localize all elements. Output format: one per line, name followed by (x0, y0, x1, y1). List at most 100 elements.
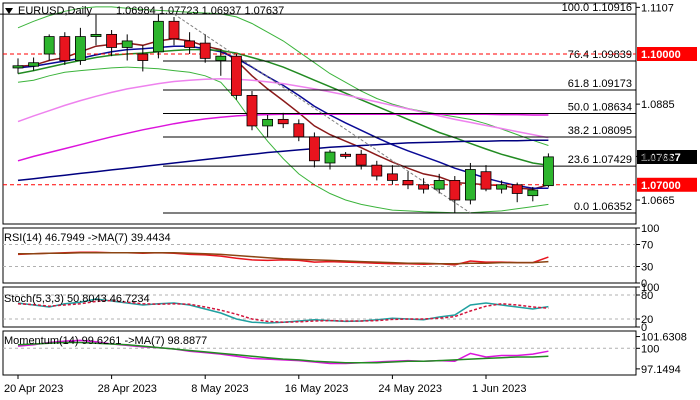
candle-body (184, 40, 196, 48)
candle-body (496, 184, 508, 190)
candle-body (293, 123, 305, 138)
candle-body (511, 184, 523, 194)
candle (59, 32, 71, 65)
candle-body (402, 180, 414, 186)
price-level-tag: 1.10000 (637, 47, 697, 61)
candle (355, 149, 367, 170)
overlay-bb_upper (17, 6, 549, 146)
candle (527, 186, 539, 202)
fib-level-label: 38.2 1.08095 (568, 125, 632, 137)
candle (511, 182, 523, 203)
stoch-series-line (17, 299, 549, 323)
x-tick-label: 28 Apr 2023 (98, 383, 157, 395)
mom-y-tick-label: 97.1494 (641, 364, 681, 376)
candle-body (43, 36, 55, 55)
candle-body (90, 33, 102, 37)
candle (480, 165, 492, 192)
mom-y-tick-label: 100 (641, 343, 659, 355)
overlay-ma_slow (17, 48, 549, 166)
candle-body (449, 180, 461, 201)
stoch-y-tick-label: 80 (641, 290, 653, 302)
candle-body (28, 62, 40, 67)
price-tag-bg (637, 177, 697, 192)
x-tick-label: 1 Jun 2023 (472, 383, 526, 395)
stoch-y-tick-label: 20 (641, 314, 653, 326)
ohlc-label: 1.06984 1.07723 1.06937 1.07637 (116, 5, 284, 17)
fib-level-label: 100.0 1.10916 (562, 2, 632, 14)
candle (277, 112, 289, 129)
candle (215, 49, 227, 76)
x-tick-label: 8 May 2023 (191, 383, 248, 395)
candle-body (106, 33, 117, 48)
candle (324, 149, 336, 170)
rsi-y-tick-label: 30 (641, 262, 653, 274)
candle (137, 45, 149, 72)
candle (246, 91, 258, 131)
candle-body (527, 189, 539, 197)
mom-series-line (17, 341, 549, 364)
candle-body (137, 53, 149, 61)
x-tick-label: 20 Apr 2023 (4, 383, 63, 395)
candle (371, 160, 383, 181)
mom-pane-frame (2, 330, 637, 376)
y-tick-label: 1.0885 (641, 99, 675, 111)
candle (496, 180, 508, 194)
candle-body (464, 169, 476, 201)
price-level-tag: 1.07000 (637, 177, 697, 192)
candle (293, 119, 305, 142)
candle-body (262, 118, 274, 127)
stoch-pane-frame (2, 286, 637, 328)
candle (543, 153, 554, 188)
candle-body (308, 136, 320, 162)
candle (168, 16, 180, 46)
overlay-ma_dark (17, 139, 549, 182)
candle (90, 14, 102, 46)
candle-body (12, 65, 24, 69)
rsi-pane-frame (2, 227, 637, 284)
candle-body (59, 36, 71, 61)
price-tag-label: 1.07000 (641, 180, 681, 192)
y-tick-label: 1.0765 (641, 151, 675, 163)
candle (230, 54, 242, 100)
candle-body (121, 40, 133, 48)
candle (184, 32, 196, 54)
candle (464, 162, 476, 205)
fib-level-label: 23.6 1.07429 (568, 154, 632, 166)
overlay-ma_mid (17, 45, 549, 190)
fib-level-label: 0.0 1.06352 (574, 201, 632, 213)
mom-y-tick-label: 101.6308 (641, 332, 687, 344)
candle-body (277, 118, 289, 125)
candle-body (418, 184, 430, 190)
price-tag-bg (637, 47, 697, 61)
price-tag-label: 1.07637 (641, 152, 681, 164)
candle-body (199, 42, 211, 59)
candle (449, 176, 461, 214)
candle (152, 13, 164, 59)
candle-body (230, 55, 242, 96)
rsi-y-tick-label: 100 (641, 223, 659, 235)
candle (433, 173, 445, 194)
candle-body (355, 153, 367, 166)
x-tick-label: 16 May 2023 (285, 383, 349, 395)
candle (308, 132, 320, 168)
candle-body (386, 173, 398, 181)
rsi-title: RSI(14) 46.7949 ->MA(7) 39.4434 (4, 232, 171, 244)
collapse-arrow-icon[interactable] (5, 8, 13, 14)
x-tick-label: 24 May 2023 (378, 383, 442, 395)
candle (262, 115, 274, 137)
stoch-y-tick-label: 0 (641, 322, 647, 334)
symbol-label: EURUSD,Daily (18, 5, 92, 17)
fib-trendline (173, 13, 471, 214)
candle-body (168, 20, 180, 40)
stoch-y-tick-label: 100 (641, 282, 659, 294)
rsi-series-line (18, 252, 549, 265)
candle (28, 57, 40, 71)
candle (121, 34, 133, 61)
candle (402, 171, 414, 190)
candle-body (480, 171, 492, 190)
candle (75, 27, 86, 65)
candle-body (152, 20, 164, 53)
candle-body (75, 36, 86, 61)
